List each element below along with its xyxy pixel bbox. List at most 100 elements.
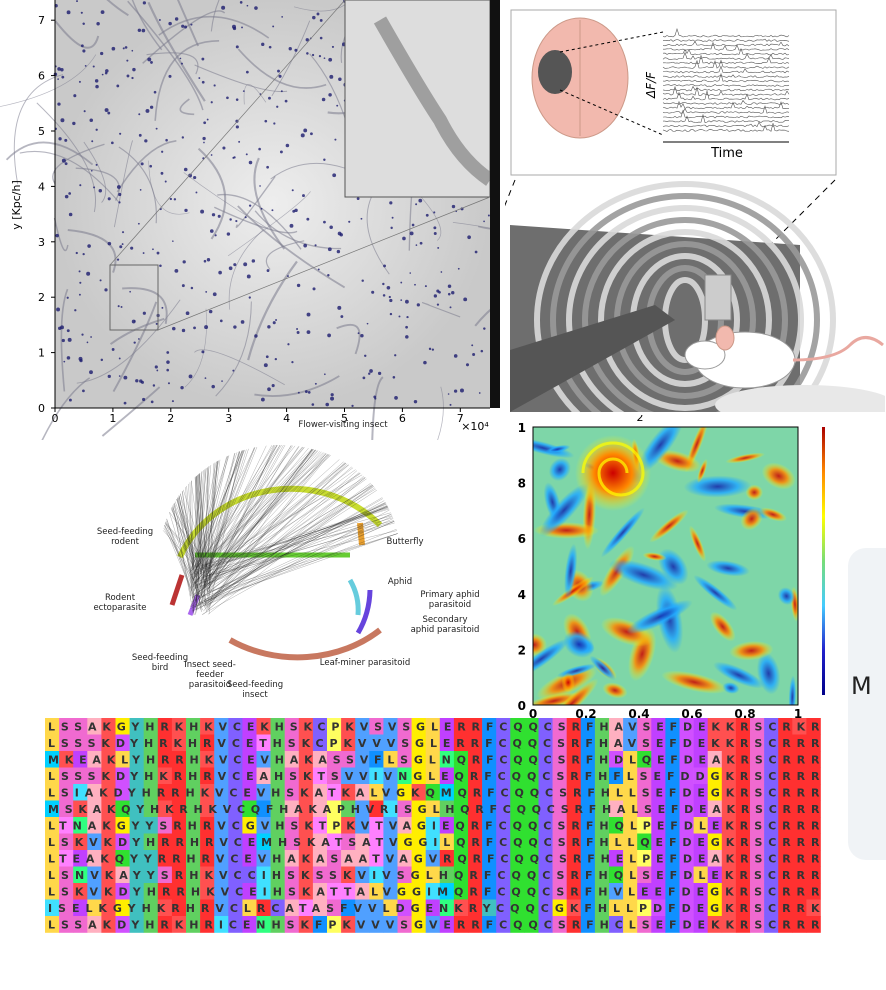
halo (317, 13, 320, 16)
halo (233, 325, 236, 328)
halo (174, 269, 178, 273)
halo (175, 17, 178, 20)
halo (254, 334, 257, 337)
halo (108, 242, 112, 246)
halo (246, 153, 248, 155)
food-web-label: Seed-feeding bird (130, 653, 190, 673)
halo (180, 58, 182, 60)
edge (203, 534, 397, 597)
halo (281, 16, 283, 18)
halo (143, 252, 145, 254)
halo (258, 148, 261, 151)
halo (405, 300, 409, 304)
halo (361, 218, 363, 220)
halo (429, 348, 431, 350)
food-web-label: Leaf-miner parasitoid (310, 658, 420, 668)
halo (138, 223, 140, 225)
halo (119, 133, 121, 135)
halo (72, 122, 75, 125)
halo (434, 232, 437, 235)
halo (332, 46, 334, 48)
halo (378, 372, 381, 375)
halo (84, 110, 86, 112)
food-web-graph (40, 415, 510, 715)
halo (112, 47, 116, 51)
halo (96, 22, 99, 25)
halo (79, 81, 81, 83)
halo (238, 141, 240, 143)
halo (168, 382, 170, 384)
halo (101, 10, 105, 14)
halo (363, 376, 366, 379)
halo (437, 247, 439, 249)
halo (426, 214, 429, 217)
y-tick-label: 2 (38, 291, 45, 304)
halo (141, 381, 144, 384)
halo (149, 165, 152, 168)
halo (161, 172, 164, 175)
side-panel: M (848, 548, 886, 860)
halo (212, 213, 215, 216)
halo (312, 54, 314, 56)
sequence-row: MKEAKLYHRRHKVCEVHAKASSVFLSGLNQRFCQQCSRFH… (48, 754, 820, 767)
halo (315, 244, 317, 246)
halo (204, 325, 208, 329)
halo (301, 133, 305, 137)
halo (135, 379, 138, 382)
halo (83, 253, 85, 255)
halo (154, 91, 157, 94)
halo (323, 221, 326, 224)
halo (414, 400, 417, 403)
halo (215, 234, 217, 236)
halo (138, 113, 140, 115)
halo (180, 386, 183, 389)
halo (241, 26, 243, 28)
y-tick-label: 2 (518, 643, 526, 657)
halo (87, 342, 89, 344)
sequence-row: LSSSKDYHKRHRVCEAHSKTSVVIVNGLEQRFCQQCSRFH… (48, 770, 820, 783)
halo (328, 58, 332, 62)
halo (207, 258, 210, 261)
halo (62, 159, 66, 163)
halo (337, 306, 341, 310)
halo (367, 323, 369, 325)
halo (193, 327, 196, 330)
halo (241, 320, 245, 324)
halo (267, 269, 270, 272)
edge (207, 455, 329, 604)
halo (99, 189, 102, 192)
halo (93, 186, 95, 188)
halo (247, 275, 251, 279)
halo (105, 108, 109, 112)
halo (151, 400, 154, 403)
halo (79, 357, 83, 361)
halo (95, 79, 98, 82)
halo (227, 232, 230, 235)
halo (387, 286, 391, 290)
food-web: Flower-visiting insectButterflyAphidPrim… (40, 415, 510, 715)
halo (297, 331, 300, 334)
halo (261, 208, 263, 210)
halo (425, 285, 427, 287)
objective (705, 275, 731, 320)
halo (141, 162, 144, 165)
callout (505, 180, 515, 230)
halo (268, 97, 271, 100)
halo (184, 168, 188, 172)
halo (330, 397, 334, 401)
halo (85, 65, 87, 67)
halo (475, 251, 478, 254)
halo (306, 218, 309, 221)
halo (414, 284, 416, 286)
halo (312, 403, 315, 406)
halo (479, 392, 481, 394)
halo (229, 266, 233, 270)
halo (320, 19, 323, 22)
halo (117, 185, 121, 189)
halo (276, 106, 278, 108)
mouse-tail (793, 338, 883, 361)
edge (209, 445, 274, 596)
halo (271, 209, 273, 211)
halo (232, 370, 234, 372)
halo (210, 229, 214, 233)
